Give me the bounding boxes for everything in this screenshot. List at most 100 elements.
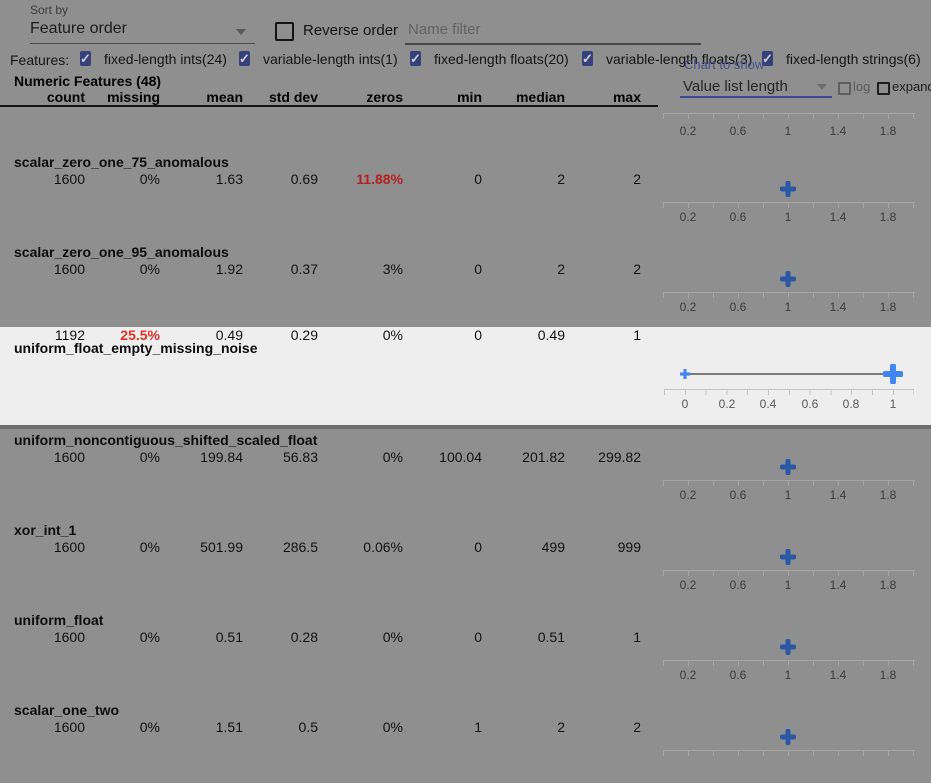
cell-min: 0	[474, 261, 482, 277]
cell-mean: 0.49	[215, 327, 243, 343]
tick-label: 0.2	[679, 210, 697, 224]
checkbox-checked-icon[interactable]: ✓	[582, 51, 593, 66]
cell-count: 1600	[53, 449, 85, 465]
col-header-max: max	[612, 89, 641, 105]
table-row[interactable]: scalar_zero_one_95_anomalous 1600 0% 1.9…	[0, 235, 931, 325]
name-filter-input[interactable]: Name filter	[408, 21, 481, 38]
tick-label: 0.2	[679, 124, 697, 138]
cell-min: 1	[474, 719, 482, 735]
feature-filter-variable-length-ints[interactable]: ✓ variable-length ints(1)	[239, 50, 398, 70]
table-row[interactable]: scalar_zero_one_75_anomalous 1600 0% 1.6…	[0, 145, 931, 235]
cell-mean: 1.92	[215, 261, 243, 277]
checkbox-checked-icon[interactable]: ✓	[80, 51, 91, 66]
tick-label: 0.2	[679, 300, 697, 314]
cell-max: 2	[633, 261, 641, 277]
cell-max: 2	[633, 171, 641, 187]
cell-min: 0	[474, 539, 482, 555]
cell-missing: 0%	[139, 719, 160, 735]
cell-min: 0	[474, 171, 482, 187]
feature-name: xor_int_1	[14, 522, 77, 538]
cell-median: 499	[541, 539, 565, 555]
tick-label: 1.8	[879, 488, 897, 502]
cell-count: 1600	[53, 261, 85, 277]
checkbox-checked-icon[interactable]: ✓	[762, 51, 773, 66]
tick-label: 1	[784, 210, 792, 224]
cell-count: 1192	[54, 327, 85, 343]
reverse-order-label: Reverse order	[303, 22, 399, 39]
tick-label: 1	[889, 397, 897, 411]
tick-label: 0.2	[679, 578, 697, 592]
cell-stddev: 0.5	[298, 719, 318, 735]
table-row-highlighted[interactable]: uniform_float_empty_missing_noise 1192 2…	[0, 327, 931, 425]
table-row[interactable]: scalar_one_two 1600 0% 1.51 0.5 0% 1 2 2	[0, 693, 931, 783]
tick-label: 0.6	[729, 578, 747, 592]
cell-mean: 1.51	[215, 719, 243, 735]
tick-label: 0.6	[729, 124, 747, 138]
chart-axis	[663, 480, 915, 486]
cell-stddev: 0.29	[290, 327, 318, 343]
checkbox-checked-icon[interactable]: ✓	[239, 51, 250, 66]
tick-label: 1.8	[879, 124, 897, 138]
chevron-down-icon[interactable]	[817, 84, 827, 90]
cell-zeros-alert: 11.88%	[356, 171, 403, 187]
cell-zeros: 0%	[382, 719, 403, 735]
tick-label: 0	[681, 397, 689, 411]
tick-label: 1	[784, 300, 792, 314]
feature-filter-fixed-length-strings[interactable]: ✓ fixed-length strings(6)	[762, 50, 921, 70]
tick-label: 1.8	[879, 668, 897, 682]
cell-median: 0.51	[537, 629, 565, 645]
cell-min: 100.04	[439, 449, 482, 465]
tick-label: 1	[784, 578, 792, 592]
table-row[interactable]: uniform_float 1600 0% 0.51 0.28 0% 0 0.5…	[0, 603, 931, 693]
plus-marker-icon	[780, 459, 796, 475]
col-header-stddev: std dev	[268, 89, 318, 105]
column-headers: count missing mean std dev zeros min med…	[0, 89, 641, 105]
cell-mean: 1.63	[215, 171, 243, 187]
col-header-min: min	[457, 89, 482, 105]
cell-zeros: 0%	[382, 449, 403, 465]
plus-marker-icon	[780, 271, 796, 287]
chart-select[interactable]: Value list length	[683, 78, 788, 95]
table-row[interactable]: uniform_noncontiguous_shifted_scaled_flo…	[0, 423, 931, 513]
cell-zeros: 3%	[382, 261, 403, 277]
plus-marker-icon	[780, 549, 796, 565]
tick-label: 1.4	[829, 488, 847, 502]
row-separator	[0, 425, 931, 429]
feature-filter-fixed-length-floats[interactable]: ✓ fixed-length floats(20)	[410, 50, 569, 70]
tick-label: 0.2	[679, 488, 697, 502]
col-header-median: median	[515, 89, 565, 105]
tick-label: 0.6	[801, 397, 819, 411]
cell-stddev: 286.5	[282, 539, 318, 555]
col-header-zeros: zeros	[366, 89, 403, 105]
chart-axis	[663, 202, 915, 208]
sort-by-underline	[30, 43, 255, 44]
col-header-missing: missing	[107, 89, 160, 105]
expand-checkbox[interactable]	[877, 82, 890, 95]
table-row[interactable]: xor_int_1 1600 0% 501.99 286.5 0.06% 0 4…	[0, 513, 931, 603]
tick-label: 1.4	[829, 300, 847, 314]
checkbox-checked-icon[interactable]: ✓	[410, 51, 421, 66]
tick-label: 1.8	[879, 210, 897, 224]
reverse-order-checkbox[interactable]	[275, 22, 294, 41]
col-header-mean: mean	[206, 89, 243, 105]
cell-missing: 0%	[139, 261, 160, 277]
feature-filter-variable-length-floats[interactable]: ✓ variable-length floats(3)	[582, 50, 752, 70]
feature-filter-label: variable-length floats(3)	[606, 51, 753, 67]
plus-marker-icon	[780, 729, 796, 745]
tick-label: 1	[784, 488, 792, 502]
feature-filter-fixed-length-ints[interactable]: ✓ fixed-length ints(24)	[80, 50, 227, 70]
chart-to-show-label: Chart to show	[684, 57, 765, 72]
cell-count: 1600	[53, 539, 85, 555]
cell-max: 999	[617, 539, 641, 555]
log-checkbox[interactable]	[838, 82, 851, 95]
chart-select-underline	[680, 96, 832, 98]
cell-stddev: 0.69	[290, 171, 318, 187]
cell-max: 299.82	[598, 449, 641, 465]
chevron-down-icon[interactable]	[236, 29, 246, 35]
sort-by-dropdown[interactable]: Feature order	[30, 20, 127, 37]
cell-zeros: 0.06%	[363, 539, 403, 555]
cell-max: 1	[633, 629, 641, 645]
cell-stddev: 56.83	[282, 449, 318, 465]
name-filter-underline	[405, 43, 701, 45]
tick-label: 1.8	[879, 578, 897, 592]
